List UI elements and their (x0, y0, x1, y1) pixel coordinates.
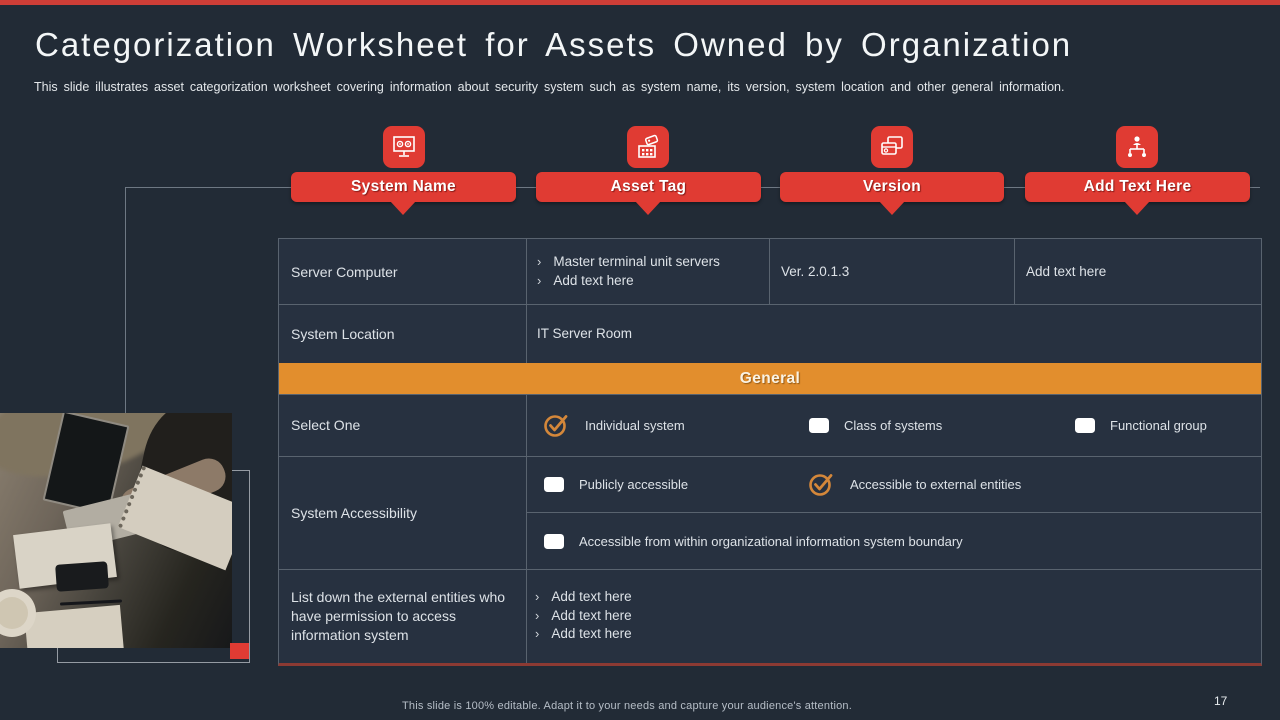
bullet-glyph: › (535, 626, 540, 642)
pointer-triangle (1124, 201, 1150, 215)
add-text-placeholder[interactable]: Add text here (1026, 264, 1107, 279)
pointer-triangle (635, 201, 661, 215)
bullet-item: › Add text here (535, 588, 632, 607)
version-value: Ver. 2.0.1.3 (781, 264, 850, 279)
header-button-label: System Name (351, 178, 456, 195)
row-label-system-accessibility: System Accessibility (291, 504, 418, 521)
option-individual-system[interactable]: Individual system (542, 394, 685, 456)
option-class-of-systems[interactable]: Class of systems (809, 394, 942, 456)
page-title: Categorization Worksheet for Assets Owne… (35, 26, 1073, 63)
option-label: Accessible from within organizational in… (579, 533, 963, 549)
header-button-label: Asset Tag (610, 178, 687, 195)
pointer-triangle (879, 201, 905, 215)
table-grid-line (279, 304, 1261, 305)
page-number: 17 (1214, 694, 1228, 708)
option-label: Class of systems (844, 417, 943, 433)
checkbox-unchecked-icon[interactable] (1075, 417, 1095, 433)
bullet-glyph: › (537, 272, 542, 288)
header-button-label: Version (862, 178, 922, 195)
red-accent-square (230, 643, 249, 659)
checkbox-unchecked-icon[interactable] (544, 533, 564, 549)
connector-line-vertical (125, 187, 126, 413)
checkbox-unchecked-icon[interactable] (809, 417, 829, 433)
photo-phone (55, 561, 109, 592)
external-entities-bullet-list: › Add text here › Add text here › Add text … (535, 569, 632, 663)
workspace-photo (0, 413, 232, 648)
row-label-select-one: Select One (291, 417, 361, 433)
option-accessible-external[interactable]: Accessible to external entities (807, 456, 1021, 512)
factory-tag-icon[interactable] (627, 126, 669, 168)
stacked-windows-icon[interactable] (871, 126, 913, 168)
bullet-text[interactable]: Add text here (551, 589, 632, 605)
bullet-item: › Add text here (535, 607, 632, 626)
table-grid-line (1014, 239, 1015, 304)
worksheet-table: Server Computer › Master terminal unit se… (278, 238, 1262, 666)
stacked-windows-icon (881, 136, 903, 155)
monitor-gear-icon (393, 136, 415, 157)
option-accessible-within-boundary[interactable]: Accessible from within organizational in… (544, 513, 963, 569)
top-accent-bar (0, 0, 1280, 5)
header-button-add-text[interactable]: Add Text Here (1025, 172, 1250, 202)
row-label-system-location: System Location (291, 325, 395, 342)
bullet-glyph: › (535, 589, 540, 605)
photo-paper (24, 604, 124, 648)
bullet-glyph: › (535, 607, 540, 623)
header-button-system-name[interactable]: System Name (291, 172, 516, 202)
server-computer-bullet-list: › Master terminal unit servers › Add text … (537, 239, 720, 304)
header-button-label: Add Text Here (1083, 178, 1192, 195)
factory-tag-icon (638, 134, 659, 158)
bullet-item: › Add text here (535, 625, 632, 644)
header-button-version[interactable]: Version (780, 172, 1004, 202)
bullet-item: › Add text here (537, 272, 720, 291)
option-functional-group[interactable]: Functional group (1075, 394, 1207, 456)
option-label: Publicly accessible (579, 476, 689, 492)
option-publicly-accessible[interactable]: Publicly accessible (544, 456, 688, 512)
table-grid-line (769, 239, 770, 304)
bullet-text[interactable]: Add text here (551, 607, 632, 623)
pointer-triangle (390, 201, 416, 215)
page-subtitle: This slide illustrates asset categorizat… (34, 80, 1065, 94)
table-grid-line (526, 239, 527, 663)
bullet-glyph: › (537, 254, 542, 269)
photo-candle-inner (0, 597, 28, 629)
org-chart-icon (1128, 136, 1146, 157)
bullet-text: Add text here (553, 272, 634, 288)
footer-note: This slide is 100% editable. Adapt it to… (402, 700, 852, 712)
monitor-gear-icon[interactable] (383, 126, 425, 168)
table-grid-line (526, 512, 1261, 513)
system-location-value: IT Server Room (537, 326, 633, 341)
option-label: Functional group (1110, 417, 1207, 433)
general-section-banner: General (279, 363, 1261, 394)
option-label: Accessible to external entities (850, 476, 1022, 492)
header-button-asset-tag[interactable]: Asset Tag (536, 172, 761, 202)
row-label-external-entities: List down the external entities who have… (291, 588, 506, 643)
check-circle-icon (544, 415, 568, 437)
option-label: Individual system (585, 417, 685, 433)
table-grid-line (279, 456, 1261, 457)
general-banner-label: General (739, 369, 801, 387)
checkbox-unchecked-icon[interactable] (544, 476, 564, 492)
bullet-text[interactable]: Add text here (551, 626, 632, 642)
table-grid-line (279, 569, 1261, 570)
check-circle-icon (809, 474, 833, 496)
row-label-server-computer: Server Computer (291, 263, 398, 280)
org-chart-icon[interactable] (1116, 126, 1158, 168)
table-grid-line (279, 394, 1261, 395)
bullet-item: › Master terminal unit servers (537, 253, 720, 272)
bullet-text: Master terminal unit servers (553, 254, 720, 269)
